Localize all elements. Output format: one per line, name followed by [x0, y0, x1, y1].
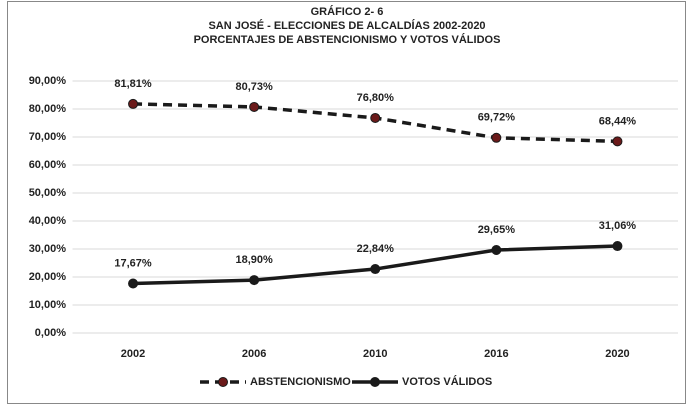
point	[370, 264, 381, 275]
point	[128, 278, 139, 289]
y-tick-label: 10,00%	[29, 299, 67, 311]
x-tick-label: 2002	[121, 348, 145, 360]
data-label: 81,81%	[114, 78, 152, 90]
y-tick-label: 20,00%	[29, 271, 67, 283]
point	[612, 136, 623, 147]
data-label: 76,80%	[357, 92, 395, 104]
point	[491, 132, 502, 143]
data-label: 22,84%	[357, 243, 395, 255]
legend-marker	[370, 377, 380, 387]
data-label: 17,67%	[114, 257, 152, 269]
chart-title: PORCENTAJES DE ABSTENCIONISMO Y VOTOS VÁ…	[194, 33, 501, 46]
point	[249, 101, 260, 112]
y-tick-label: 50,00%	[29, 187, 67, 199]
x-tick-label: 2020	[605, 348, 629, 360]
y-tick-label: 60,00%	[29, 159, 67, 171]
point	[491, 244, 502, 255]
legend-marker	[218, 377, 228, 387]
x-tick-label: 2010	[363, 348, 387, 360]
data-label: 29,65%	[478, 224, 516, 236]
x-tick-label: 2006	[242, 348, 266, 360]
legend-label: ABSTENCIONISMO	[250, 376, 351, 388]
y-tick-label: 40,00%	[29, 215, 67, 227]
point	[128, 98, 139, 109]
y-tick-label: 30,00%	[29, 243, 67, 255]
x-tick-label: 2016	[484, 348, 508, 360]
y-tick-label: 0,00%	[35, 327, 66, 339]
data-label: 68,44%	[599, 115, 637, 127]
chart-title: SAN JOSÉ - ELECCIONES DE ALCALDÍAS 2002-…	[208, 19, 485, 32]
data-label: 80,73%	[235, 81, 273, 93]
chart-title: GRÁFICO 2- 6	[311, 5, 384, 18]
legend-label: VOTOS VÁLIDOS	[402, 375, 492, 388]
point	[370, 112, 381, 123]
data-label: 18,90%	[235, 254, 273, 266]
y-tick-label: 90,00%	[29, 75, 67, 87]
y-tick-label: 80,00%	[29, 103, 67, 115]
chart-border	[7, 1, 686, 404]
y-tick-label: 70,00%	[29, 131, 67, 143]
data-label: 69,72%	[478, 112, 516, 124]
point	[612, 241, 623, 252]
data-label: 31,06%	[599, 220, 637, 232]
point	[249, 275, 260, 286]
